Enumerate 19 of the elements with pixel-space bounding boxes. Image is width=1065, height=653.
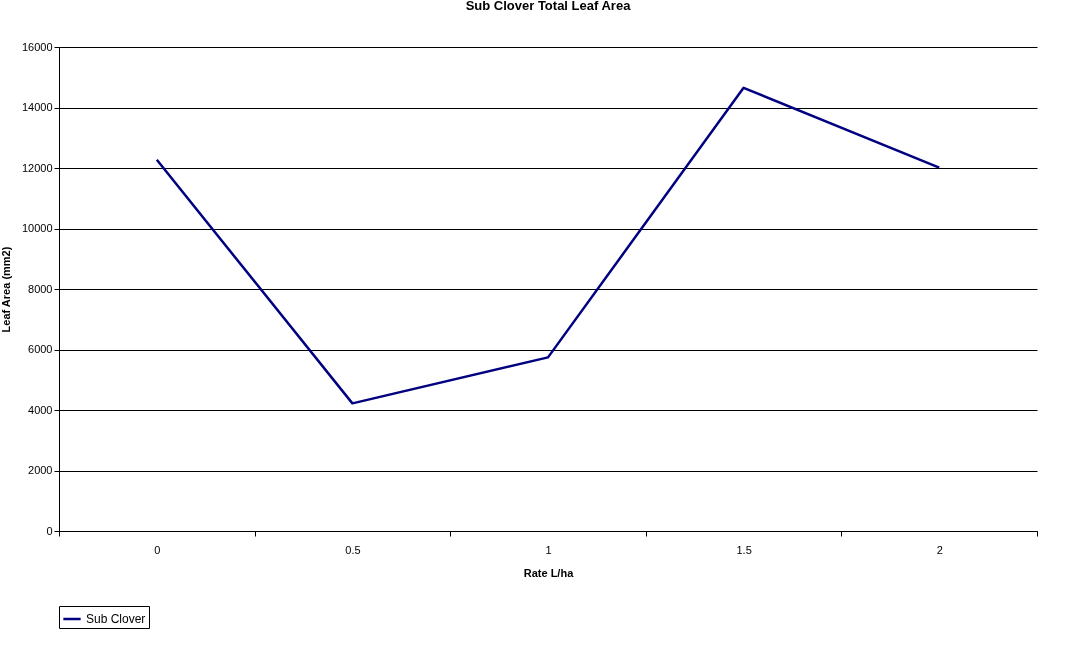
x-axis-title: Rate L/ha bbox=[523, 566, 575, 579]
x-tick-label: 0 bbox=[154, 543, 161, 556]
y-tick-label: 10000 bbox=[21, 222, 53, 234]
x-tick-label: 2 bbox=[936, 543, 943, 556]
x-tick-label: 1.5 bbox=[736, 543, 752, 556]
x-tick-label: 0.5 bbox=[345, 543, 361, 556]
y-tick-label: 2000 bbox=[28, 464, 53, 476]
legend-label: Sub Clover bbox=[86, 612, 146, 626]
y-tick-label: 16000 bbox=[21, 40, 53, 53]
y-tick-label: 8000 bbox=[28, 282, 53, 295]
chart-title: Sub Clover Total Leaf Area bbox=[465, 0, 632, 13]
y-tick-label: 0 bbox=[46, 524, 53, 537]
y-tick-label: 6000 bbox=[28, 343, 53, 355]
x-tick-label: 1 bbox=[545, 543, 552, 556]
line-series bbox=[155, 86, 941, 405]
y-tick-label: 12000 bbox=[21, 161, 53, 174]
y-axis-title: Leaf Area (mm2) bbox=[0, 246, 12, 333]
y-tick-label: 4000 bbox=[28, 403, 53, 416]
y-tick-label: 14000 bbox=[21, 101, 53, 113]
